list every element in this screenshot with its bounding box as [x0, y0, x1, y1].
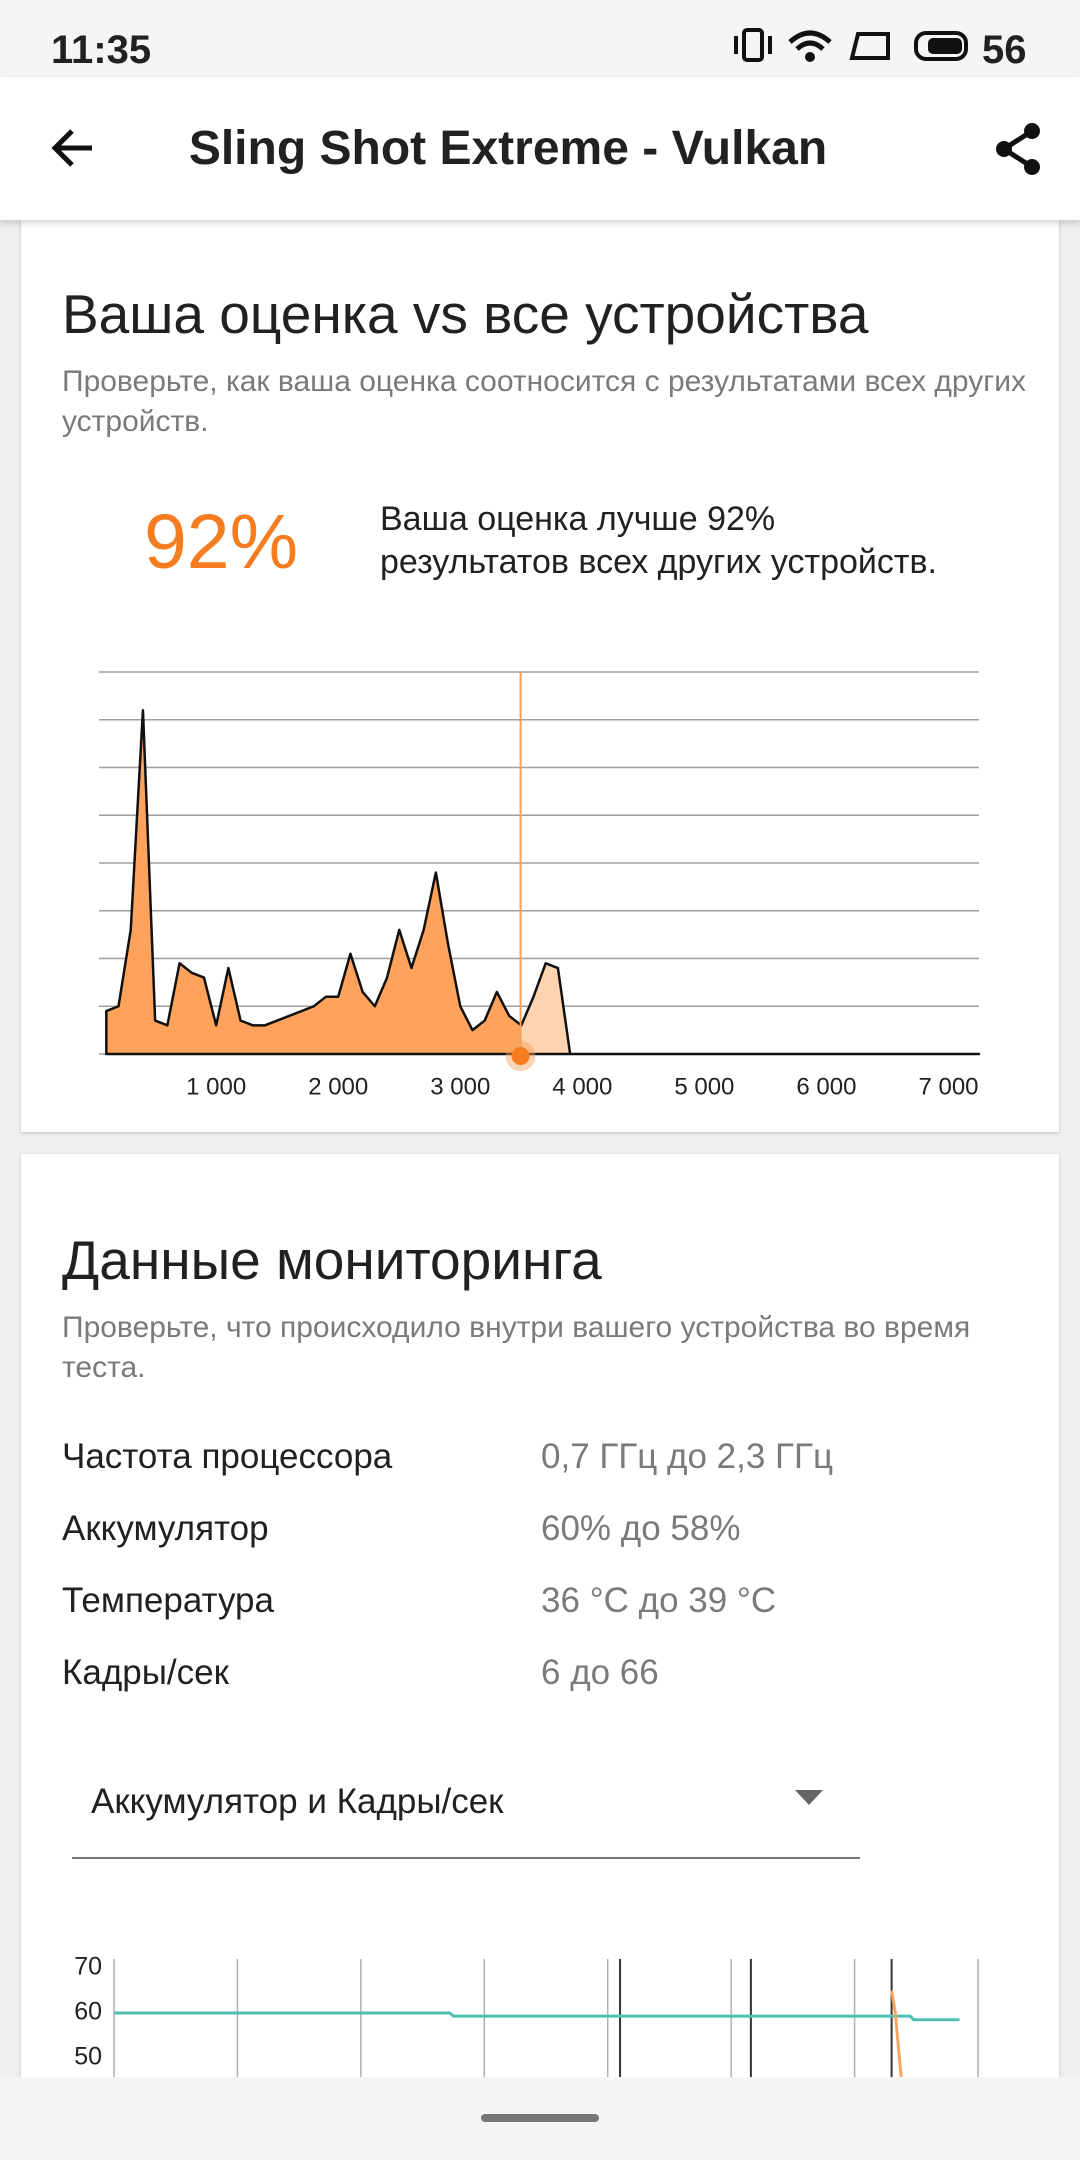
dropdown-underline	[72, 1857, 860, 1859]
row-label: Частота процессора	[62, 1437, 393, 1476]
status-bar: 11:35 56	[0, 0, 1080, 77]
row-value: 0,7 ГГц до 2,3 ГГц	[541, 1437, 833, 1476]
dropdown-arrow[interactable]	[793, 1788, 825, 1808]
row-value: 6 до 66	[541, 1653, 659, 1692]
row-label: Аккумулятор	[62, 1509, 269, 1548]
app-bar: Sling Shot Extreme - Vulkan	[0, 77, 1080, 220]
back-button[interactable]	[48, 123, 98, 173]
home-handle[interactable]	[481, 2114, 599, 2122]
card-subtitle: Проверьте, как ваша оценка соотносится с…	[62, 365, 1026, 438]
card-title: Ваша оценка vs все устройства	[62, 283, 869, 345]
share-button[interactable]	[992, 119, 1046, 179]
score-card: Ваша оценка vs все устройства Проверьте,…	[21, 200, 1059, 1132]
row-label: Кадры/сек	[62, 1653, 229, 1692]
card-subtitle: Проверьте, что происходило внутри вашего…	[62, 1311, 971, 1384]
monitoring-card: Данные мониторинга Проверьте, что происх…	[21, 1154, 1059, 2160]
battery-level: 56	[982, 28, 1027, 72]
status-icons	[734, 28, 968, 62]
card-title: Данные мониторинга	[62, 1229, 602, 1291]
time: 11:35	[51, 28, 152, 72]
description-line: Ваша оценка лучше 92%	[380, 500, 776, 538]
row-label: Температура	[62, 1581, 274, 1620]
row-value: 36 °C до 39 °C	[541, 1581, 777, 1620]
app-title: Sling Shot Extreme - Vulkan	[188, 122, 828, 175]
dropdown-value[interactable]: Аккумулятор и Кадры/сек	[91, 1782, 504, 1821]
description-line: результатов всех других устройств.	[380, 543, 937, 581]
percentile: 92%	[143, 499, 299, 585]
nav-bar	[0, 2077, 1080, 2160]
row-value: 60% до 58%	[541, 1509, 741, 1548]
